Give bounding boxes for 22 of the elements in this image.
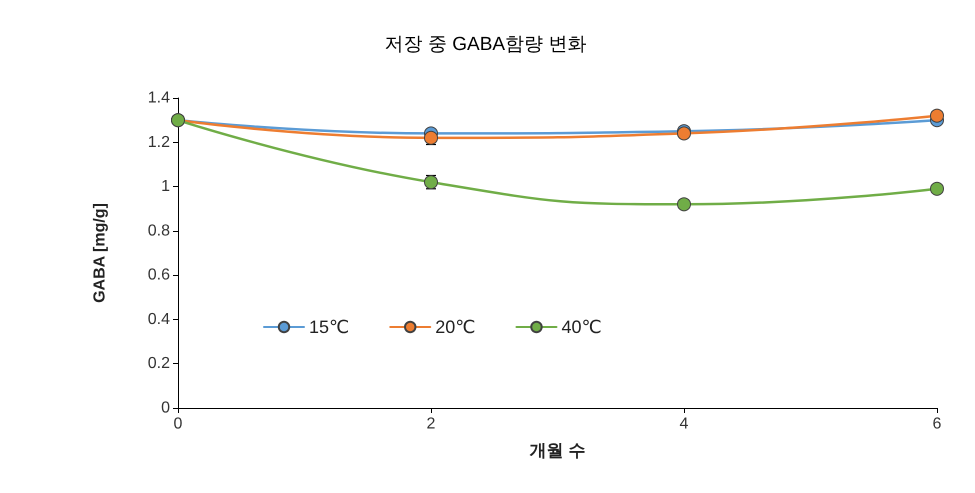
- point: [930, 108, 944, 123]
- point: [677, 197, 691, 212]
- chart-title: 저장 중 GABA함량 변화: [384, 34, 586, 55]
- legend-label: 40℃: [561, 317, 602, 337]
- point: [930, 182, 944, 196]
- y-tick-label: 0.2: [148, 355, 170, 372]
- legend-label: 15℃: [309, 317, 350, 337]
- x-tick-label: 0: [174, 416, 183, 432]
- x-tick-label: 2: [426, 416, 436, 432]
- y-tick-label: 0.6: [148, 266, 170, 284]
- point: [424, 130, 438, 145]
- x-tick-label: 6: [932, 416, 942, 432]
- y-tick-label: 1: [161, 178, 170, 196]
- y-tick-label: 1.4: [148, 90, 170, 106]
- y-tick-label: 0: [161, 400, 170, 416]
- y-tick-label: 1.2: [148, 134, 170, 151]
- x-axis-title: 개월 수: [530, 441, 586, 460]
- y-tick-label: 0.8: [148, 222, 170, 240]
- x-tick-label: 4: [680, 416, 689, 432]
- legend-label: 20℃: [435, 317, 476, 337]
- y-tick-label: 0.4: [148, 310, 170, 328]
- y-axis-title: GABA [mg/g]: [92, 203, 108, 303]
